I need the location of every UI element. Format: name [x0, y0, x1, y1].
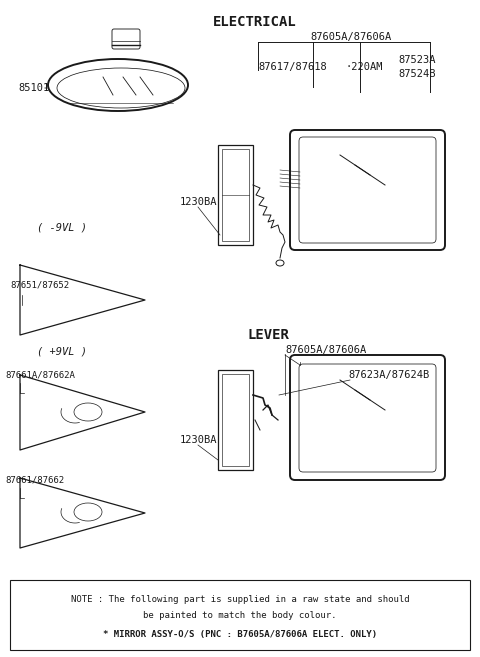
Text: 87605A/87606A: 87605A/87606A — [310, 32, 391, 42]
Text: ( -9VL ): ( -9VL ) — [37, 223, 87, 233]
Bar — [218, 370, 253, 470]
Text: 87623A/87624B: 87623A/87624B — [348, 370, 429, 380]
Text: 87523A: 87523A — [398, 55, 435, 65]
Text: 87661/87662: 87661/87662 — [5, 476, 64, 484]
Text: NOTE : The following part is supplied in a raw state and should: NOTE : The following part is supplied in… — [71, 595, 409, 604]
Text: 87661A/87662A: 87661A/87662A — [5, 371, 75, 380]
Text: ·220AM: ·220AM — [345, 62, 383, 72]
Text: 1230BA: 1230BA — [179, 197, 217, 207]
Text: 85101: 85101 — [18, 83, 49, 93]
Text: ( +9VL ): ( +9VL ) — [37, 347, 87, 357]
Text: 1230BA: 1230BA — [179, 435, 217, 445]
Text: be painted to match the body colour.: be painted to match the body colour. — [143, 612, 337, 620]
Bar — [222, 149, 249, 241]
Text: 87524B: 87524B — [398, 69, 435, 79]
Text: LEVER: LEVER — [247, 328, 289, 342]
Text: * MIRROR ASSY-O/S (PNC : B7605A/87606A ELECT. ONLY): * MIRROR ASSY-O/S (PNC : B7605A/87606A E… — [103, 629, 377, 639]
Bar — [222, 374, 249, 466]
Bar — [10, 580, 470, 650]
Text: 87605A/87606A: 87605A/87606A — [285, 345, 366, 355]
Bar — [218, 145, 253, 245]
Text: 87651/87652: 87651/87652 — [10, 281, 69, 290]
Text: 87617/87618: 87617/87618 — [258, 62, 327, 72]
Text: ELECTRICAL: ELECTRICAL — [213, 15, 297, 29]
